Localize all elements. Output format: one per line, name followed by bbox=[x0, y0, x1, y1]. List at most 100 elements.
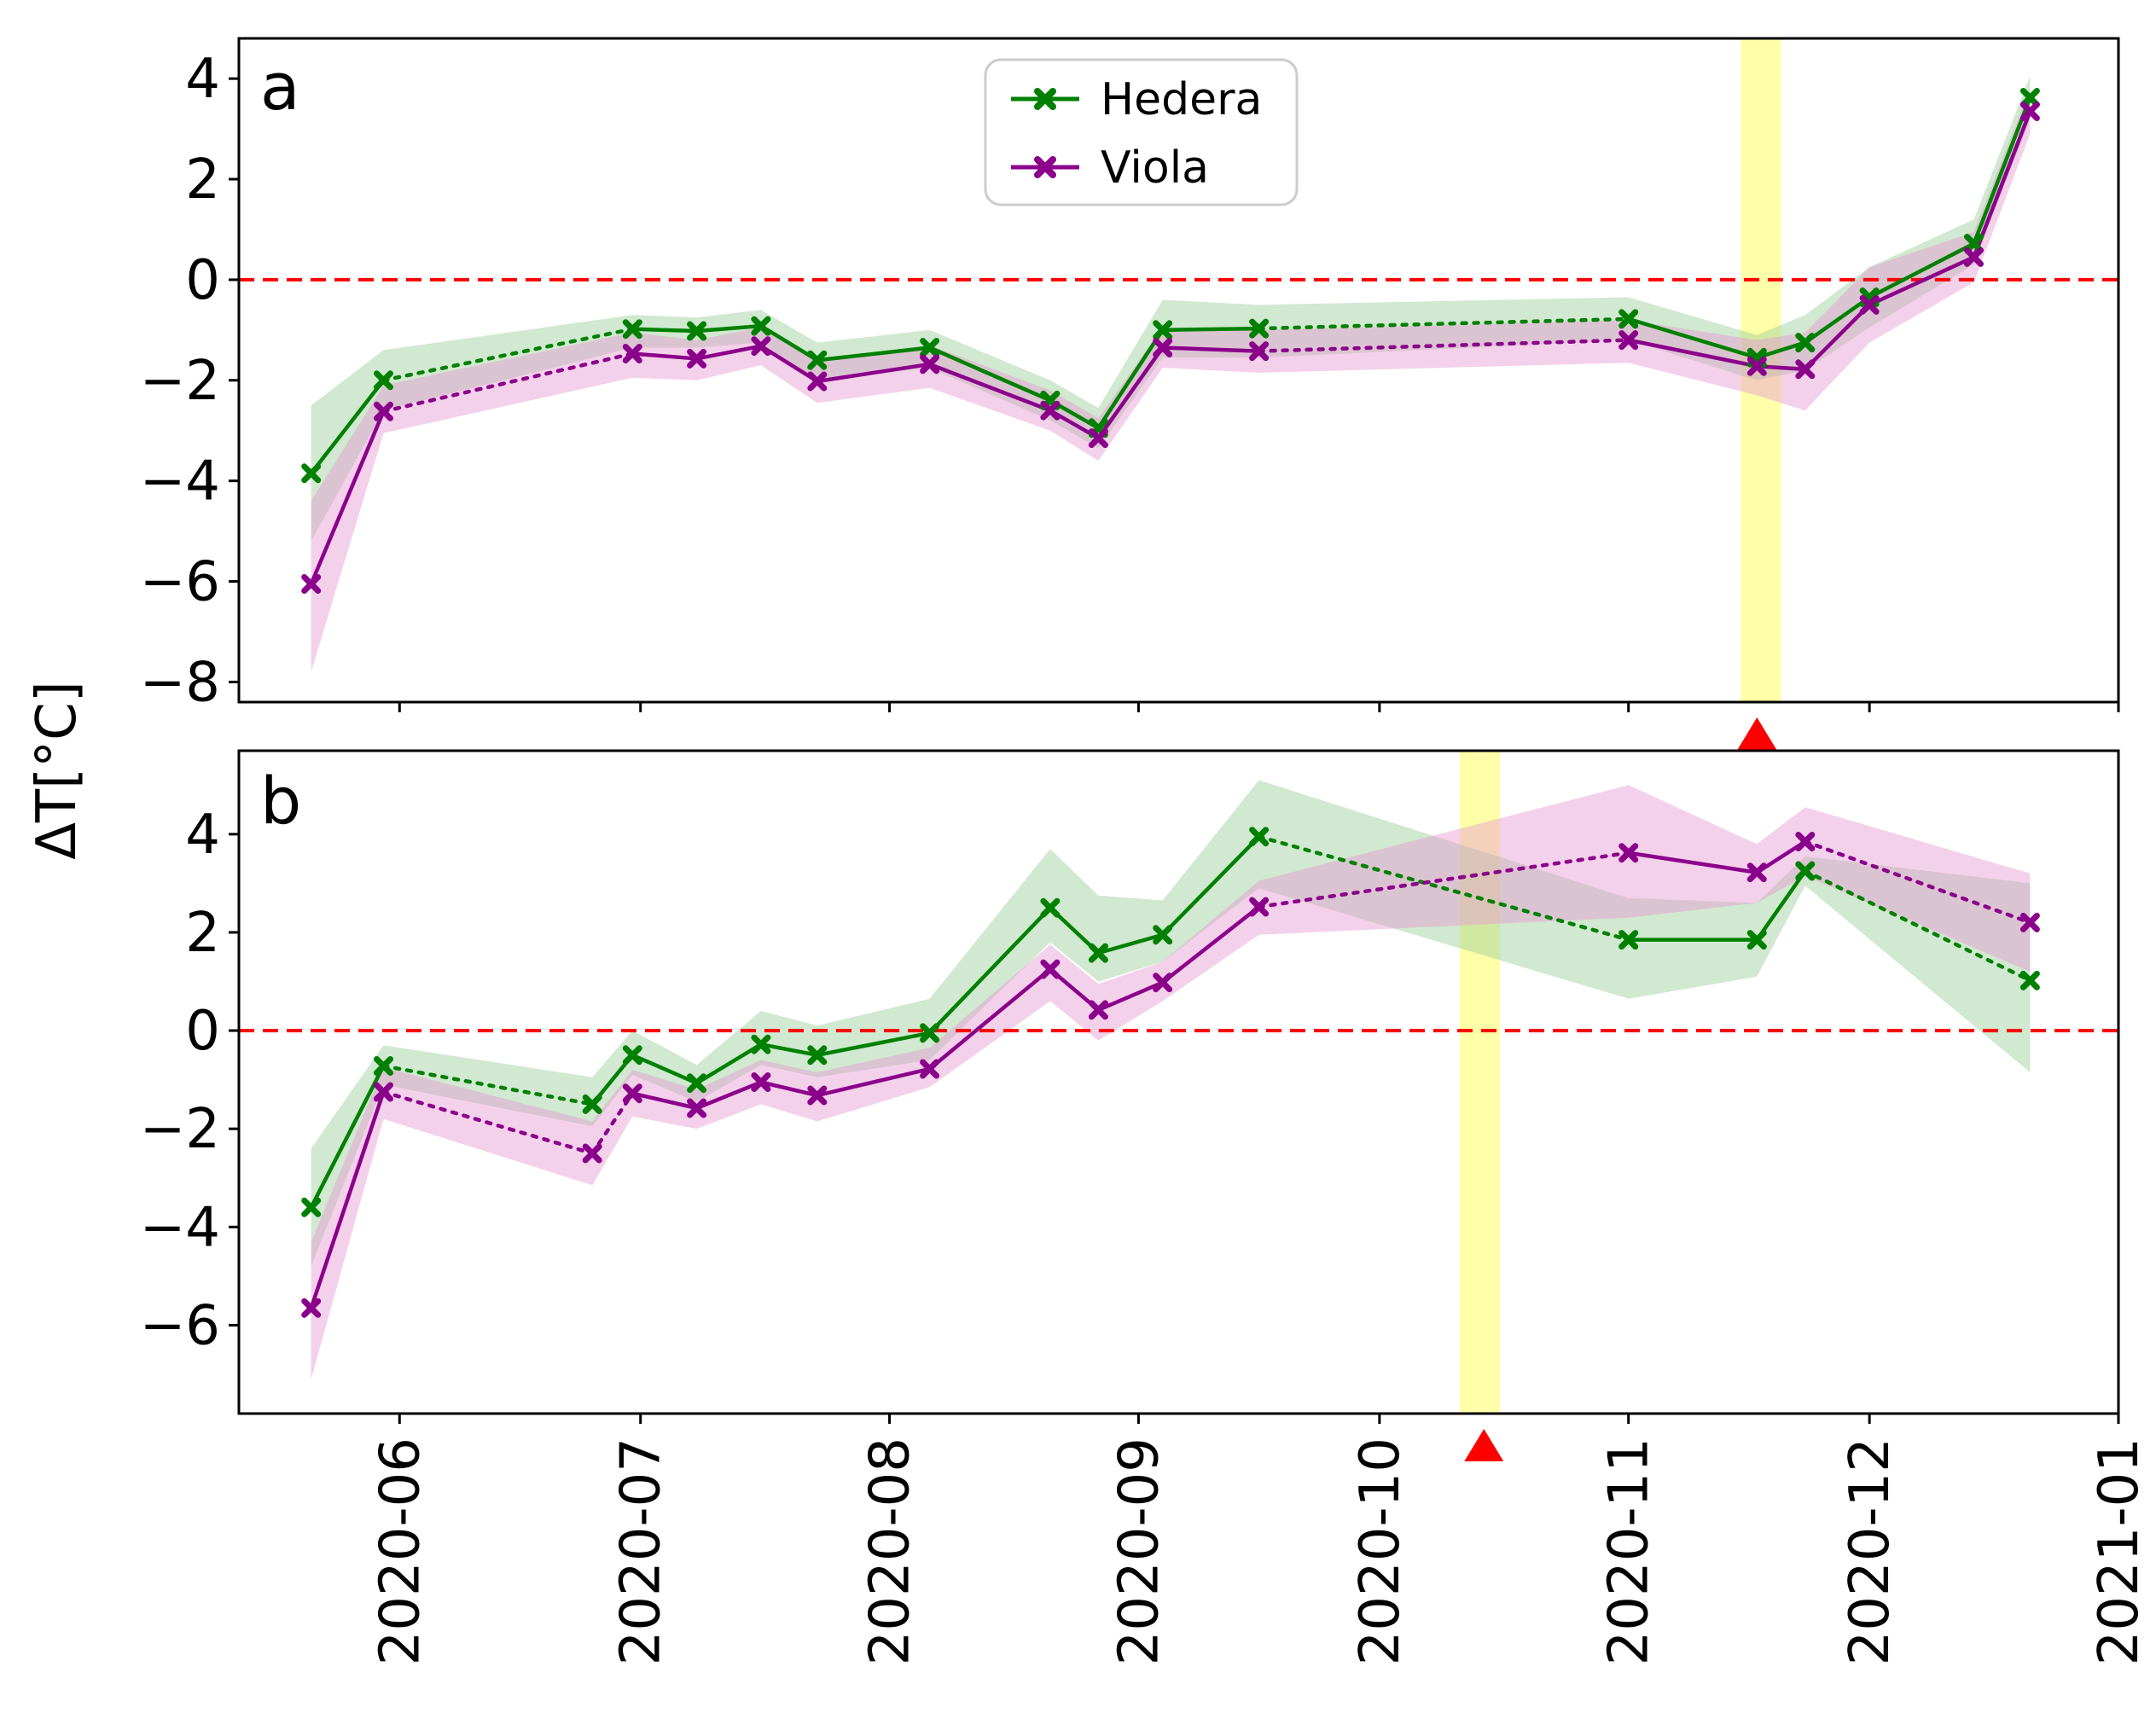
series-segment-viola bbox=[1096, 346, 1165, 440]
data-point-hedera bbox=[2019, 970, 2040, 990]
series-segment-hedera bbox=[927, 346, 1053, 403]
series-segment-hedera bbox=[1096, 328, 1165, 431]
marker-stroke bbox=[687, 348, 707, 369]
data-point-viola bbox=[807, 1085, 828, 1106]
marker-stroke bbox=[920, 338, 940, 357]
bands-a bbox=[311, 76, 2031, 672]
series-segment-hedera bbox=[631, 327, 699, 334]
marker-stroke bbox=[1618, 330, 1639, 351]
marker-stroke bbox=[687, 321, 707, 341]
marker-stroke bbox=[622, 344, 642, 363]
data-point-viola bbox=[1088, 428, 1108, 449]
series-markers-b bbox=[301, 827, 2040, 1318]
series-segment-viola bbox=[1972, 109, 2032, 259]
series-segment-viola bbox=[309, 409, 386, 586]
marker-stroke bbox=[374, 1082, 393, 1102]
marker-stroke bbox=[1153, 925, 1173, 945]
marker-stroke bbox=[374, 1056, 393, 1076]
y-tick-label: −2 bbox=[140, 350, 220, 413]
series-segment-hedera bbox=[694, 323, 764, 334]
data-point-hedera bbox=[1964, 234, 1984, 253]
data-point-hedera bbox=[1746, 930, 1767, 950]
marker-stroke bbox=[1795, 359, 1816, 380]
data-point-viola bbox=[1618, 843, 1639, 863]
series-segment-viola bbox=[631, 1091, 699, 1111]
x-tick-label: 2020-12 bbox=[1839, 1437, 1902, 1665]
marker-stroke bbox=[1153, 320, 1173, 340]
series-segment-hedera bbox=[1257, 316, 1630, 331]
x-tick-label: 2020-06 bbox=[369, 1437, 432, 1665]
series-segment-viola bbox=[631, 351, 699, 361]
data-point-viola bbox=[622, 344, 642, 363]
x-tick-label: 2020-09 bbox=[1107, 1437, 1171, 1665]
marker-stroke bbox=[622, 1083, 642, 1104]
series-segment-hedera bbox=[309, 1064, 386, 1210]
marker-stroke bbox=[1088, 428, 1108, 449]
data-point-viola bbox=[920, 354, 940, 375]
marker-stroke bbox=[301, 574, 322, 594]
data-point-viola bbox=[1249, 341, 1270, 362]
marker-stroke bbox=[301, 1298, 322, 1318]
marker-stroke bbox=[301, 463, 322, 484]
series-segment-hedera bbox=[1867, 241, 1976, 299]
series-segment-viola bbox=[694, 344, 764, 361]
marker-stroke bbox=[751, 1072, 771, 1092]
legend-hedera-label: Hedera bbox=[1101, 74, 1262, 125]
marker-stroke bbox=[751, 1034, 771, 1054]
highlight-span-b bbox=[1460, 751, 1501, 1414]
marker-stroke bbox=[1618, 930, 1639, 950]
data-point-viola bbox=[920, 1059, 940, 1079]
series-segment-viola bbox=[927, 362, 1053, 413]
marker-stroke bbox=[1153, 973, 1173, 993]
series-segment-hedera bbox=[1160, 834, 1261, 938]
series-segment-viola bbox=[1867, 255, 1976, 307]
marker-stroke bbox=[582, 1094, 602, 1114]
panel-b: 420−2−4−6 2020-06 2020-07 2020-08 2020-09 20… bbox=[140, 749, 2151, 1665]
series-segment-viola bbox=[758, 1080, 820, 1098]
series-segment-hedera bbox=[1972, 96, 2032, 246]
data-point-hedera bbox=[920, 1023, 940, 1043]
marker-stroke bbox=[1088, 1000, 1108, 1020]
marker-stroke bbox=[1795, 333, 1816, 353]
series-segment-viola bbox=[1803, 839, 2032, 925]
marker-stroke bbox=[301, 1197, 322, 1217]
series-segment-hedera bbox=[694, 1042, 764, 1085]
panel-label-a: a bbox=[260, 49, 300, 125]
y-tick-label: 0 bbox=[185, 1000, 220, 1063]
marker-stroke bbox=[1040, 897, 1061, 918]
data-point-hedera bbox=[301, 463, 322, 484]
series-segment-viola bbox=[815, 1066, 932, 1098]
marker-stroke bbox=[374, 370, 393, 391]
data-point-viola bbox=[622, 1083, 642, 1104]
data-point-hedera bbox=[751, 1034, 771, 1054]
y-tick-label: −8 bbox=[140, 651, 220, 714]
marker-stroke bbox=[920, 1059, 940, 1079]
data-point-hedera bbox=[1618, 930, 1639, 950]
data-point-hedera bbox=[751, 316, 771, 336]
data-point-hedera bbox=[1088, 943, 1108, 963]
data-point-hedera bbox=[374, 1056, 393, 1076]
marker-stroke bbox=[920, 1023, 940, 1043]
confidence-band-hedera bbox=[311, 76, 2031, 542]
marker-stroke bbox=[751, 336, 771, 357]
data-point-viola bbox=[807, 371, 828, 392]
data-point-viola bbox=[301, 574, 322, 594]
data-point-viola bbox=[751, 336, 771, 357]
data-point-hedera bbox=[920, 338, 940, 357]
series-segment-viola bbox=[1626, 338, 1759, 369]
series-segment-hedera bbox=[1803, 868, 2032, 983]
data-point-viola bbox=[1618, 330, 1639, 351]
y-tick-label: 4 bbox=[185, 804, 220, 867]
series-segment-hedera bbox=[1160, 326, 1261, 333]
marker-stroke bbox=[1618, 309, 1639, 329]
marker-stroke bbox=[1746, 930, 1767, 950]
data-point-hedera bbox=[622, 319, 642, 340]
data-point-viola bbox=[2019, 102, 2040, 121]
data-point-viola bbox=[2019, 912, 2040, 932]
series-lines-b bbox=[309, 834, 2032, 1310]
marker-stroke bbox=[807, 1045, 828, 1066]
panel-label-b: b bbox=[260, 763, 301, 839]
y-tick-label: 2 bbox=[185, 902, 220, 965]
series-segment-viola bbox=[309, 1089, 386, 1310]
